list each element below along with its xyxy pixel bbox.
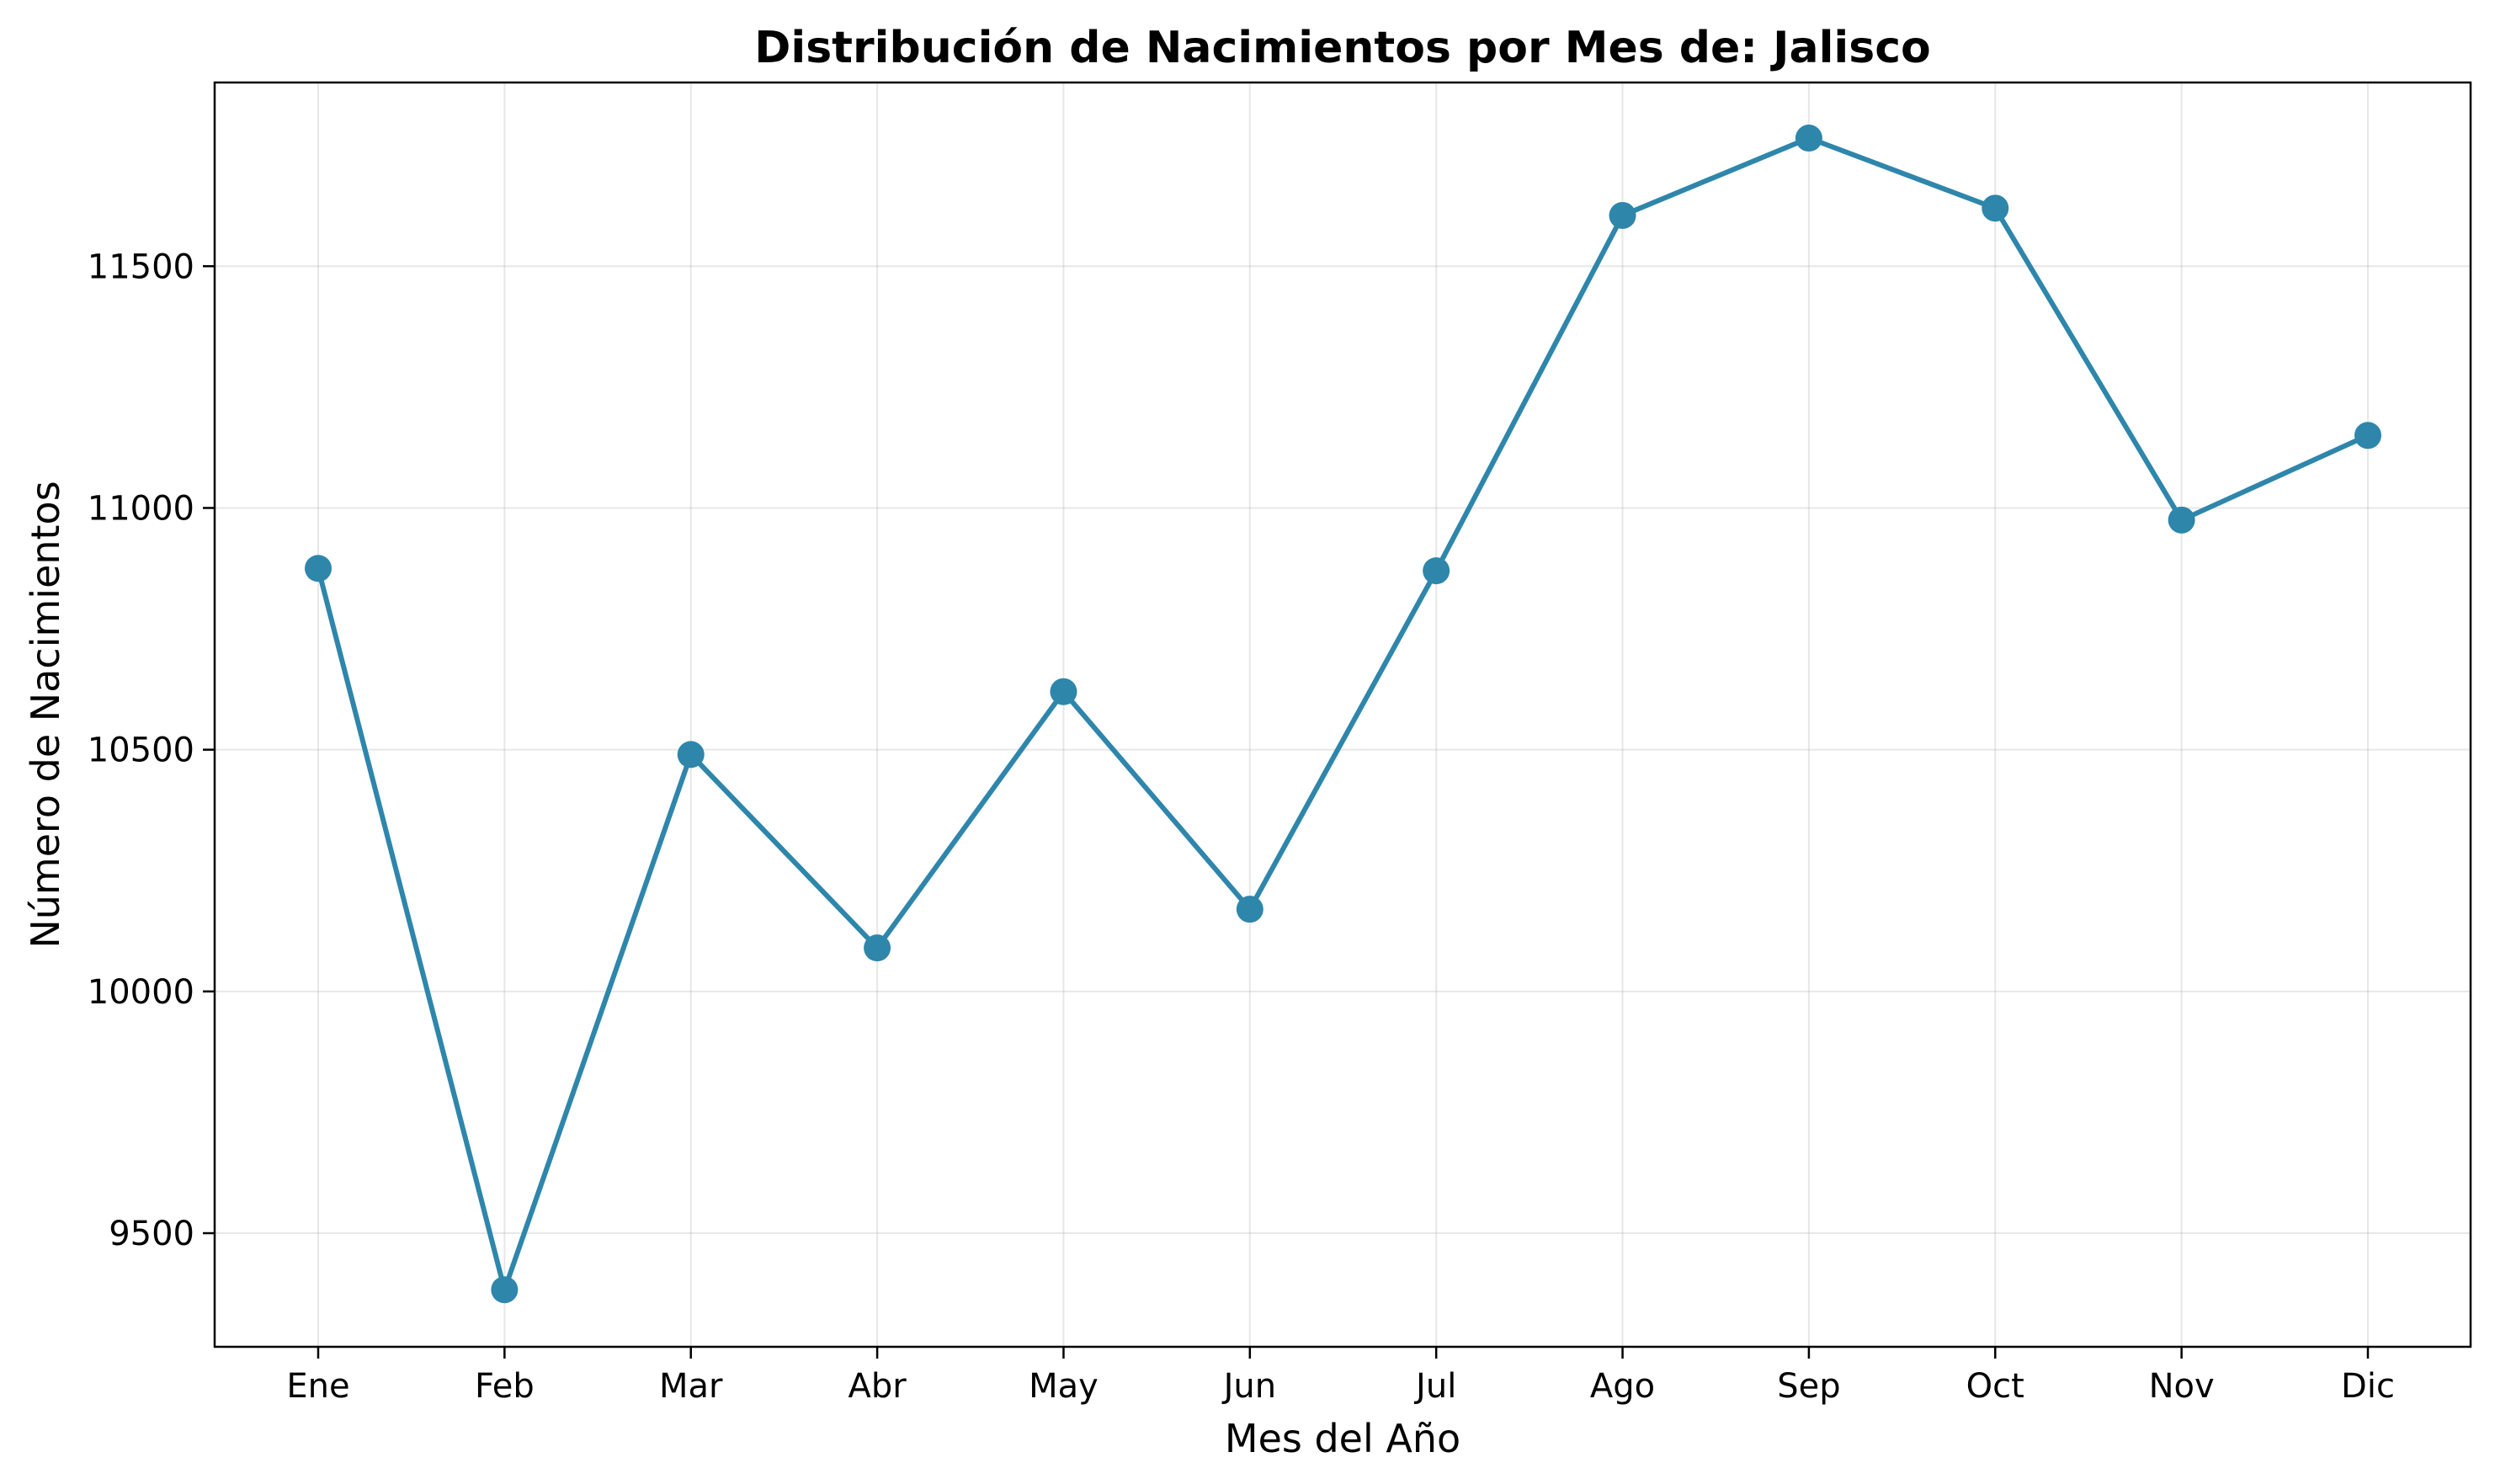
y-tick-label: 11000 <box>88 489 194 528</box>
x-tick-label: Oct <box>1966 1367 2024 1406</box>
x-axis-label: Mes del Año <box>1225 1416 1460 1461</box>
x-tick-label: Ene <box>286 1367 349 1406</box>
y-tick-label: 10000 <box>88 973 194 1012</box>
x-tick-label: Jun <box>1221 1367 1277 1406</box>
data-point-oct <box>1982 194 2009 222</box>
x-tick-label: May <box>1029 1367 1099 1406</box>
x-tick-label: Sep <box>1777 1367 1840 1406</box>
chart-title: Distribución de Nacimientos por Mes de: … <box>754 23 1931 73</box>
x-tick-label: Mar <box>659 1367 723 1406</box>
data-point-dic <box>2354 422 2381 449</box>
y-axis-label: Número de Nacimientos <box>23 481 68 948</box>
x-tick-label: Jul <box>1413 1367 1456 1406</box>
axes-frame <box>213 81 2472 1348</box>
data-point-jul <box>1423 557 1450 585</box>
data-point-ene <box>305 555 332 582</box>
x-tick-label: Nov <box>2149 1367 2215 1406</box>
x-tick-label: Feb <box>475 1367 535 1406</box>
x-tick-label: Ago <box>1590 1367 1655 1406</box>
data-point-nov <box>2168 506 2195 534</box>
data-point-feb <box>491 1276 519 1304</box>
grid <box>215 82 2471 1347</box>
data-point-may <box>1050 678 1077 705</box>
data-point-mar <box>677 741 705 769</box>
x-tick-label: Abr <box>848 1367 907 1406</box>
y-axis: 9500 10000 10500 11000 11500 <box>88 247 215 1253</box>
y-tick-label: 10500 <box>88 731 194 770</box>
data-point-sep <box>1795 125 1822 152</box>
y-tick-label: 11500 <box>88 247 194 286</box>
data-point-jun <box>1236 896 1263 923</box>
data-point-abr <box>864 934 891 962</box>
x-tick-label: Dic <box>2341 1367 2395 1406</box>
series <box>305 125 2381 1304</box>
y-tick-label: 9500 <box>109 1215 194 1253</box>
x-axis: Ene Feb Mar Abr May Jun Jul Ago Sep Oct Nov Dic <box>286 1347 2395 1406</box>
series-line <box>316 136 2370 1293</box>
data-point-ago <box>1609 201 1636 229</box>
